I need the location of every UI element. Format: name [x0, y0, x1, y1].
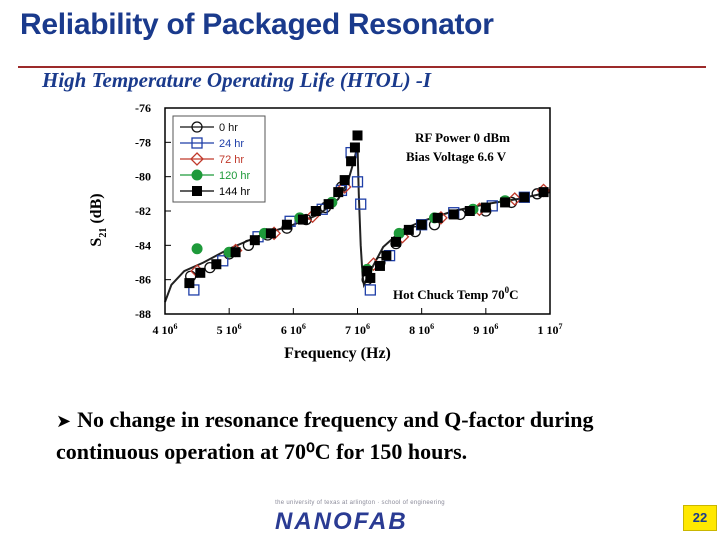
series-4-point	[391, 236, 401, 247]
legend-marker	[190, 152, 204, 166]
series-4-point	[195, 267, 206, 278]
series-3-point	[191, 243, 203, 255]
series-1-point	[355, 198, 367, 210]
x-tick-label: 8 106	[409, 322, 434, 337]
series-4-point	[230, 247, 241, 258]
legend-marker	[192, 186, 202, 196]
slide-subtitle: High Temperature Operating Life (HTOL) -…	[42, 68, 432, 92]
logo-word: NANOFAB	[275, 508, 408, 535]
series-4-point	[381, 250, 392, 261]
y-tick-label: -76	[135, 101, 151, 115]
series-4-point	[432, 212, 443, 223]
y-tick-label: -88	[135, 307, 151, 321]
series-4-point	[416, 219, 427, 230]
bullet-text: No change in resonance frequency and Q-f…	[56, 407, 594, 464]
series-4-point	[333, 187, 344, 198]
page-number-badge: 22	[683, 505, 717, 531]
x-tick-label: 7 106	[345, 322, 370, 337]
temperature-annotation: Hot Chuck Temp 700C	[393, 285, 519, 302]
series-4-point	[480, 202, 491, 213]
series-4-point	[346, 156, 357, 167]
y-tick-label: -86	[135, 273, 151, 287]
legend-label: 120 hr	[219, 170, 251, 182]
series-marks	[184, 130, 551, 296]
y-tick-label: -78	[135, 135, 151, 149]
logo-caption: the university of texas at arlington · s…	[275, 500, 445, 506]
arrow-bullet-icon: ➤	[56, 411, 72, 432]
legend-marker	[191, 169, 203, 181]
plot-frame	[164, 107, 551, 315]
chart-legend: 0 hr 24 hr 72 hr 120 hr 144 hr	[172, 115, 266, 203]
series-4-point	[519, 192, 530, 203]
rf-power-annotation: RF Power 0 dBm	[415, 130, 510, 145]
legend-label: 144 hr	[219, 186, 251, 198]
s21-frequency-chart: 4 106 5 106 6 106 7 106 8 106 9 106 1 107 -76-…	[88, 101, 563, 362]
series-2-point	[507, 192, 522, 206]
title-divider	[18, 66, 706, 68]
y-tick-label: -84	[135, 238, 151, 252]
legend-label: 72 hr	[219, 154, 244, 166]
series-4-point	[249, 235, 260, 246]
series-4-point	[310, 206, 321, 216]
chart-annotations: RF Power 0 dBm Bias Voltage 6.6 V Hot Chuc…	[393, 130, 519, 302]
series-4-point	[538, 187, 549, 198]
series-4-point	[265, 228, 276, 239]
nanofab-logo: the university of texas at arlington · s…	[255, 500, 465, 535]
slide-title: Reliability of Packaged Resonator	[20, 8, 494, 41]
series-4-point	[339, 175, 350, 186]
x-axis-label: Frequency (Hz)	[284, 345, 391, 362]
x-tick-labels: 4 106 5 106 6 106 7 106 8 106 9 106 1 107	[153, 308, 563, 337]
series-1-point	[364, 284, 376, 296]
legend-marker	[191, 137, 203, 149]
series-3-point	[393, 227, 405, 239]
series-4-point	[352, 130, 363, 141]
bullet-point: ➤ No change in resonance frequency and Q-…	[56, 405, 676, 467]
series-0-point	[242, 239, 255, 251]
series-4-point	[448, 209, 459, 220]
axis-labels: Frequency (Hz) S21 (dB)	[88, 193, 391, 362]
x-tick-label: 6 106	[281, 322, 306, 337]
legend-label: 24 hr	[219, 138, 244, 150]
legend-marker	[191, 121, 203, 133]
legend-label: 0 hr	[219, 122, 238, 134]
x-tick-label: 9 106	[473, 322, 498, 337]
series-4-point	[374, 260, 385, 271]
series-1-point	[351, 176, 364, 188]
series-4-point	[323, 199, 334, 210]
y-tick-labels: -76 -78 -80 -82 -84 -86 -88	[135, 101, 171, 321]
series-4-point	[403, 224, 414, 235]
y-tick-label: -82	[135, 204, 151, 218]
series-4-point	[362, 266, 373, 277]
x-tick-label: 5 106	[217, 322, 242, 337]
series-4-point	[464, 206, 475, 216]
series-4-point	[184, 278, 195, 289]
x-tick-label: 1 107	[538, 322, 563, 337]
series-4-point	[281, 219, 292, 230]
series-4-point	[211, 259, 222, 270]
bias-voltage-annotation: Bias Voltage 6.6 V	[406, 149, 507, 164]
series-4-point	[500, 197, 511, 208]
series-4-point	[349, 142, 360, 153]
x-tick-label: 4 106	[153, 322, 178, 337]
y-tick-label: -80	[135, 170, 151, 184]
series-4-point	[297, 214, 308, 225]
series-4-point	[365, 272, 376, 283]
y-axis-label: S21 (dB)	[88, 193, 109, 246]
